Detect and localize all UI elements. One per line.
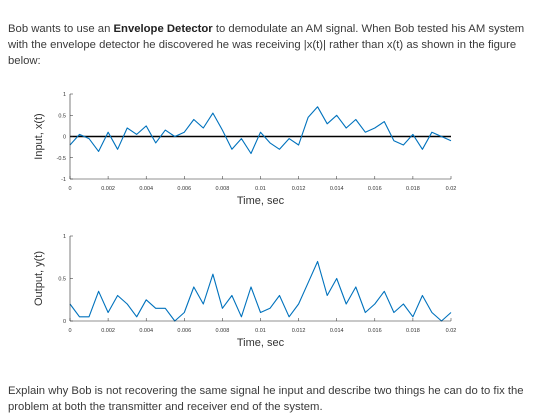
input-plot-x-tick-label: 0.016: [368, 186, 382, 192]
input-plot-x-tick-label: 0.008: [216, 186, 230, 192]
output-plot-y-tick-label: 0: [63, 319, 66, 325]
output-plot-x-tick-label: 0.006: [177, 328, 191, 334]
output-plot-signal-line: [69, 260, 452, 322]
input-plot-x-tick-label: 0.004: [139, 186, 153, 192]
input-plot-y-tick-label: 0: [63, 135, 66, 141]
input-plot-x-axis-label: Time, sec: [237, 195, 285, 207]
input-plot-signal-line: [69, 106, 452, 155]
output-plot-x-tick-label: 0.004: [139, 328, 153, 334]
input-plot-y-axis-label: Input, x(t): [33, 113, 45, 159]
input-plot-y-tick-label: -0.5: [57, 156, 66, 162]
output-plot-x-tick-label: 0: [68, 328, 71, 334]
intro-text-end: to demodulate an AM signal. When Bob tes…: [8, 23, 525, 68]
input-plot-x-tick-label: 0.018: [406, 186, 420, 192]
question-intro: Bob wants to use an Envelope Detector to…: [8, 21, 533, 69]
output-plot-x-tick-label: 0.002: [101, 328, 115, 334]
input-plot-y-tick-label: 1: [63, 92, 66, 98]
output-plot-x-tick-label: 0.014: [330, 328, 344, 334]
output-plot-x-tick-label: 0.016: [368, 328, 382, 334]
input-plot-x-tick-label: 0.01: [255, 186, 266, 192]
output-plot-y-axis-label: Output, y(t): [33, 251, 45, 306]
input-plot-x-tick-label: 0.012: [292, 186, 306, 192]
output-plot-x-tick-label: 0.018: [406, 328, 420, 334]
input-plot-x-tick-label: 0: [68, 186, 71, 192]
input-plot-x-tick-label: 0.002: [101, 186, 115, 192]
envelope-detector-term: Envelope Detector: [113, 23, 213, 36]
input-plot-x-tick-label: 0.02: [446, 186, 457, 192]
output-plot-y-tick-label: 1: [63, 234, 66, 240]
input-plot-y-tick-label: 0.5: [58, 113, 66, 119]
intro-text-start: Bob wants to use an: [8, 23, 114, 36]
output-plot-x-tick-label: 0.012: [292, 328, 306, 334]
output-signal-plot: 0 0.002 0.004 0.006 0.008 0.01 0.012 0.014 0.016…: [33, 234, 457, 349]
input-signal-plot: 0 0.002 0.004 0.006 0.008 0.01 0.012 0.014 0.016…: [33, 92, 457, 207]
output-plot-x-axis-label: Time, sec: [237, 337, 285, 349]
output-plot-y-tick-label: 0.5: [58, 277, 66, 283]
input-plot-x-tick-label: 0.014: [330, 186, 344, 192]
output-plot-x-tick-label: 0.02: [446, 328, 457, 334]
input-plot-y-tick-label: -1: [61, 177, 66, 183]
output-plot-x-tick-label: 0.01: [255, 328, 266, 334]
output-plot-x-tick-label: 0.008: [216, 328, 230, 334]
input-plot-x-tick-label: 0.006: [177, 186, 191, 192]
question-closing: Explain why Bob is not recovering the sa…: [8, 385, 524, 414]
